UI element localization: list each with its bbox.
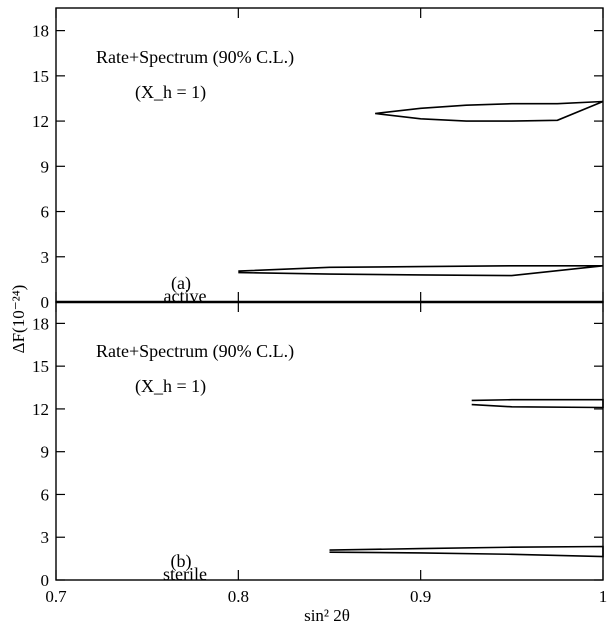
panel-b-y-tick-label: 15 (32, 357, 49, 376)
x-tick-label: 0.8 (228, 587, 249, 606)
x-tick-label: 0.9 (410, 587, 431, 606)
x-axis: 0.7 0.8 0.9 1 (45, 300, 607, 606)
panel-a-y-tick-label: 3 (41, 248, 50, 267)
panel-b-contour-2 (329, 545, 604, 558)
x-axis-label: sin² 2θ (304, 606, 350, 625)
panel-b-y-tick-label: 18 (32, 314, 49, 333)
panel-b-y-tick-label: 0 (41, 571, 50, 590)
panel-a-contour-1 (375, 100, 604, 122)
panel-a: 3 6 9 12 15 18 0 Rate+Spectrum (90% C.L.) (X_h =… (32, 7, 604, 312)
panel-b-panel-label: (b) (171, 551, 192, 572)
panel-a-y-tick-label: 12 (32, 112, 49, 131)
panel-a-y-tick-label: 15 (32, 67, 49, 86)
x-tick-label: 1 (599, 587, 607, 606)
panel-b: 0 3 6 9 12 15 18 Rate+Spectrum (90% C.L.) (X_h =… (32, 301, 604, 590)
panel-b-contour-1 (471, 398, 604, 409)
panel-b-annotation: Rate+Spectrum (90% C.L.) (96, 341, 294, 362)
panel-b-annotation-sub: (X_h = 1) (135, 376, 206, 397)
panel-b-y-tick-label: 3 (41, 528, 50, 547)
panel-a-y-tick-label: 18 (32, 22, 49, 41)
x-tick-label: 0.7 (45, 587, 67, 606)
panel-a-y-tick-label: 9 (41, 157, 50, 176)
panel-b-y-tick-label: 6 (41, 485, 50, 504)
panel-a-contour-2 (238, 264, 604, 277)
panel-a-annotation: Rate+Spectrum (90% C.L.) (96, 47, 294, 68)
y-axis-label: ΔF(10⁻²⁴) (9, 285, 28, 354)
panel-b-y-tick-label: 9 (41, 443, 50, 462)
panel-b-y-tick-label: 12 (32, 400, 49, 419)
panel-a-y-tick-label: 0 (41, 293, 50, 312)
panel-a-y-tick-label: 6 (41, 203, 50, 222)
panel-a-panel-label: (a) (171, 273, 191, 294)
panel-a-annotation-sub: (X_h = 1) (135, 82, 206, 103)
panel-b-case-label: sterile (163, 564, 207, 584)
